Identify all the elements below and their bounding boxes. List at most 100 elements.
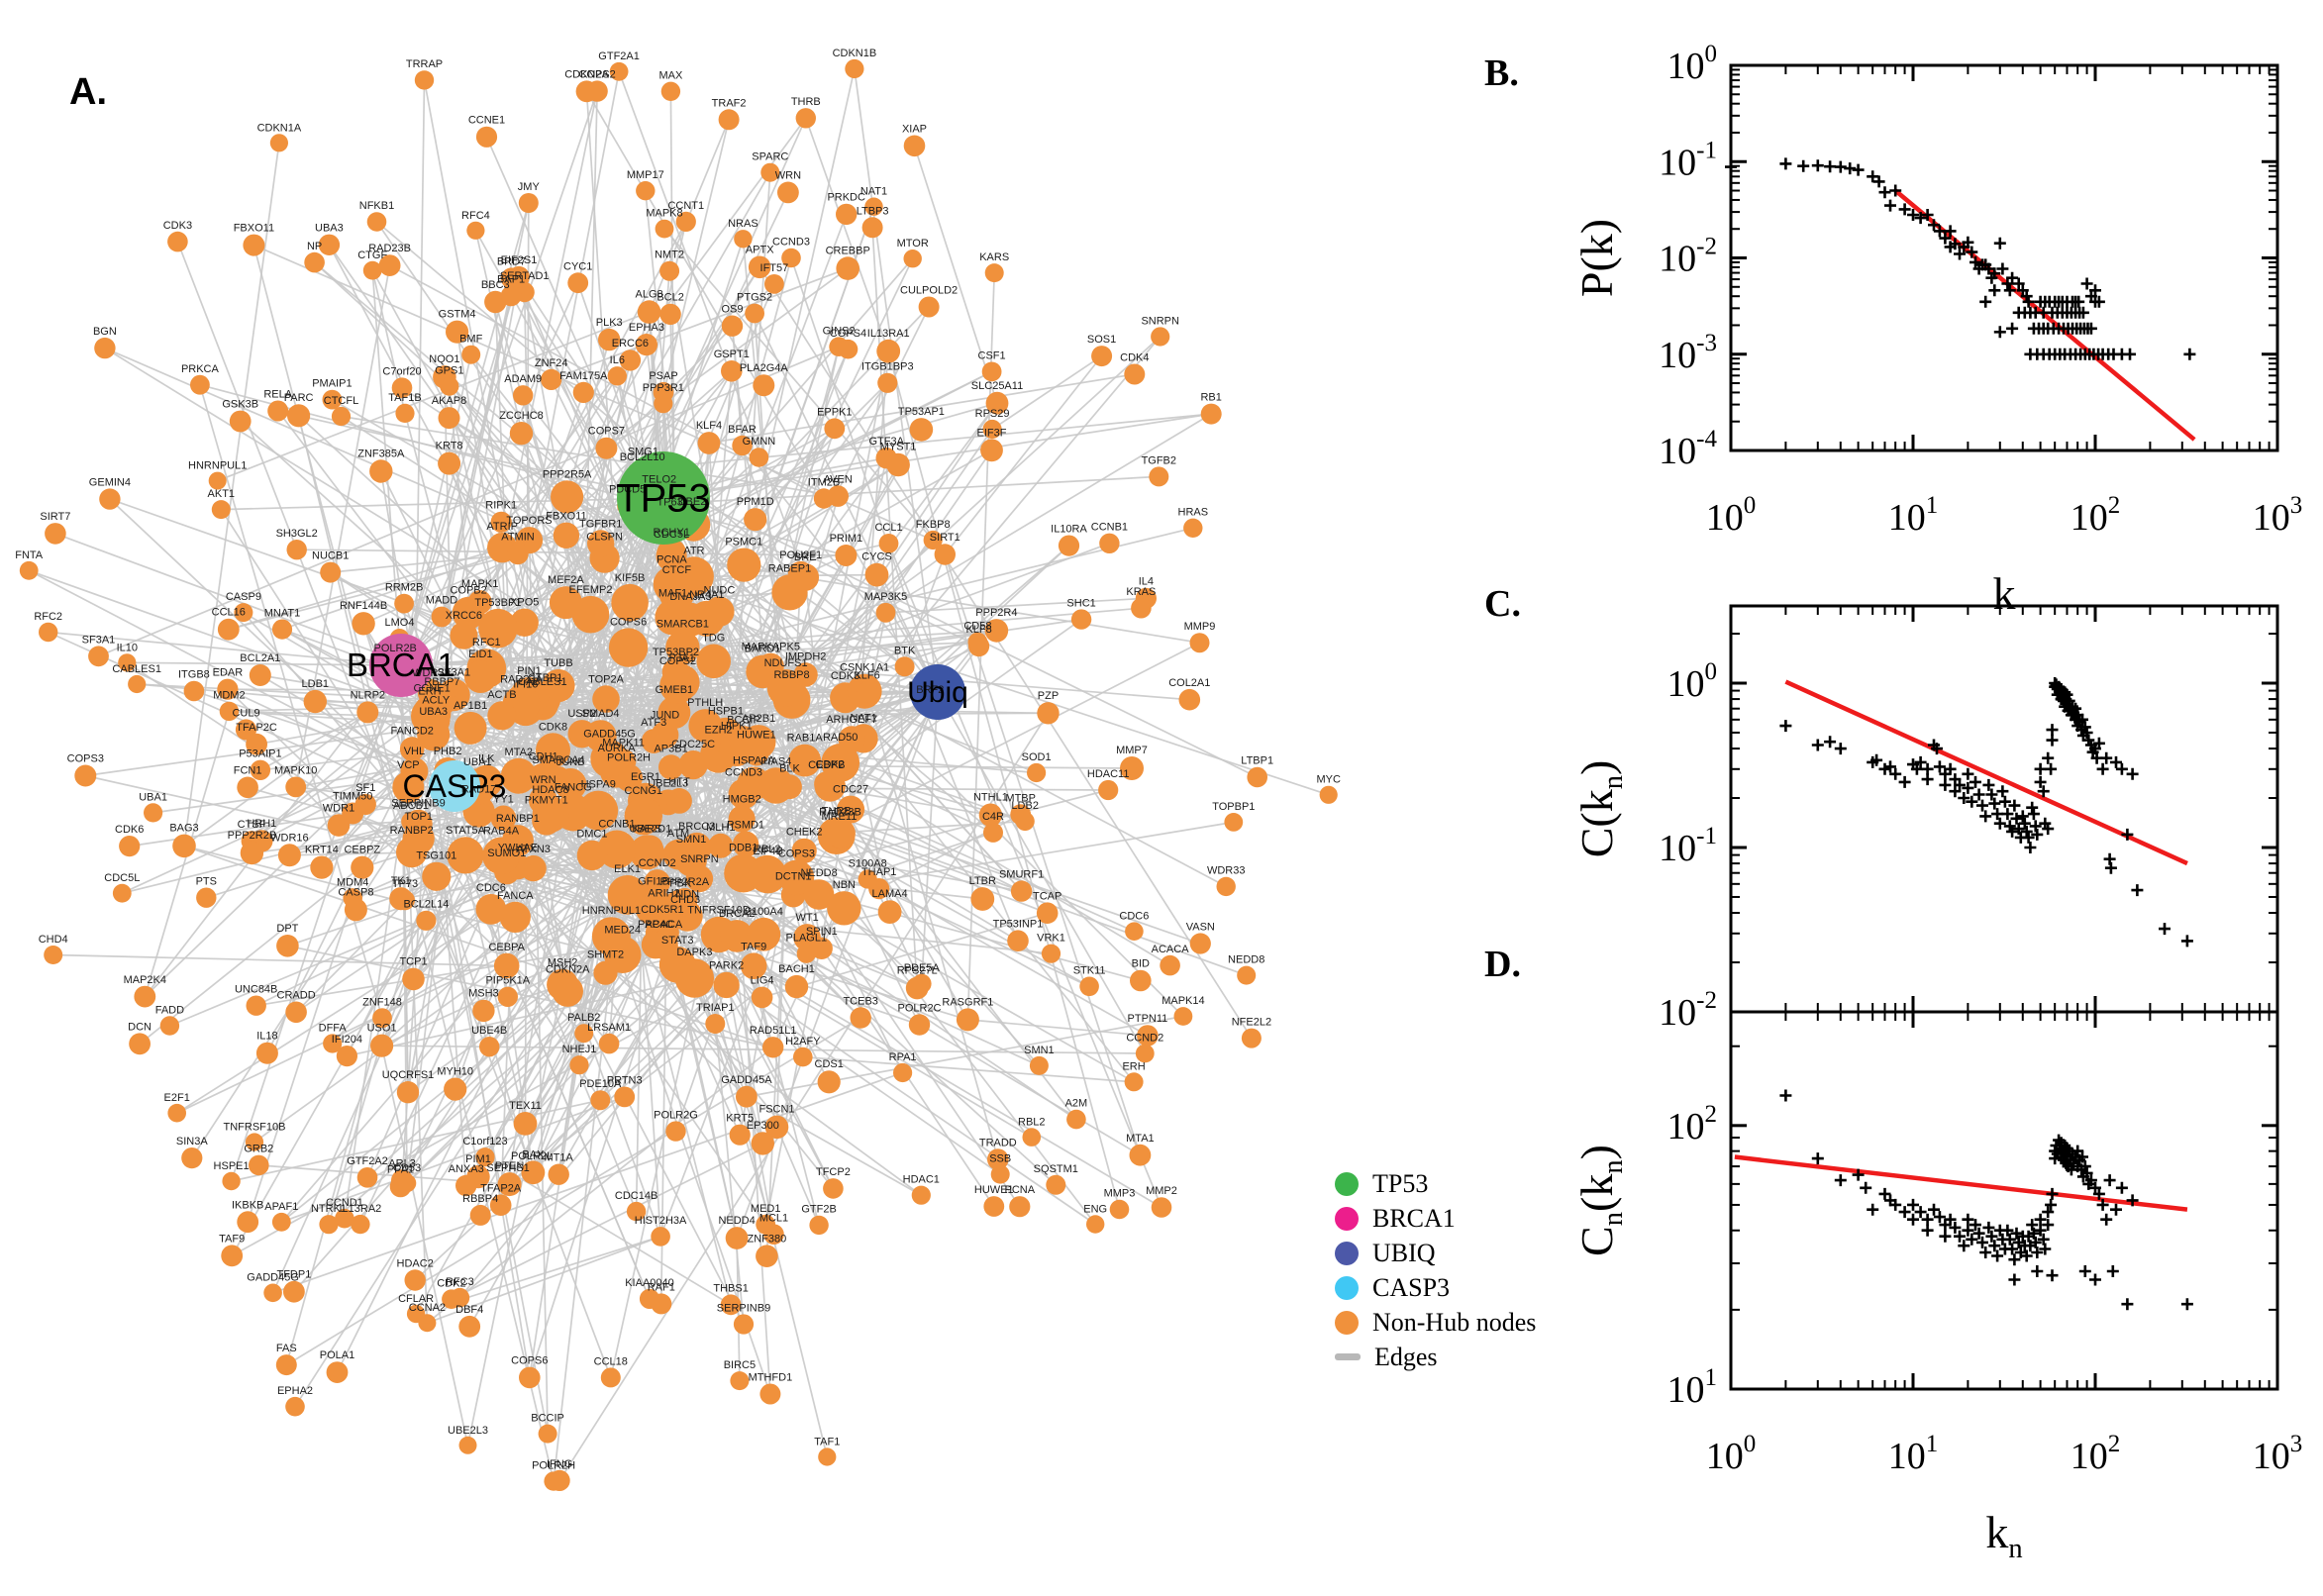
scatter-point [1988,284,2001,297]
scatter-point [2008,1273,2021,1286]
non-hub-node [463,660,497,693]
scatter-point [2031,1265,2044,1277]
non-hub-node [661,657,690,686]
scatter-point [1939,1230,1952,1243]
network-edge [231,937,808,1257]
network-edge [298,414,664,499]
non-hub-node [672,905,698,931]
non-hub-node [286,540,307,560]
network-edge [127,661,402,666]
non-hub-node [490,511,512,533]
non-hub-node [513,1112,538,1136]
panel-b-label: B. [1484,52,1519,94]
tp53-dot-icon [1335,1171,1359,1196]
non-hub-node [303,689,327,714]
non-hub-node [824,418,846,440]
network-edge [379,470,531,1378]
non-hub-node [356,701,379,724]
non-hub-node [681,832,712,863]
network-edge [297,415,555,1482]
non-hub-node [607,366,627,386]
non-hub-node [763,1224,784,1245]
non-hub-node [893,1062,913,1083]
non-hub-node [246,995,266,1016]
non-hub-node [507,543,529,565]
scatter-points [1779,1089,2193,1311]
tick-label: 100 [1706,1431,1757,1477]
non-hub-node [1070,609,1092,630]
non-hub-node [725,1227,749,1249]
network-edge [887,350,1121,1210]
tick-label: 102 [1667,1101,1718,1147]
non-hub-node [878,534,899,553]
non-hub-node [659,303,681,326]
legend-label: TP53 [1372,1168,1429,1198]
scatter-point [1939,778,1952,791]
scatter-point [1860,1181,1872,1194]
scatter-point [2003,284,2016,297]
non-hub-node [875,602,896,623]
non-hub-node [728,805,756,833]
non-hub-node [482,837,520,875]
non-hub-node [713,971,740,999]
non-hub-node [732,831,759,857]
tick-label: 100 [1667,41,1718,87]
panel-a-label: A. [69,71,107,113]
legend-item-brca1: BRCA1 [1335,1204,1536,1233]
non-hub-node [658,754,684,780]
network-edge [176,881,658,1114]
non-hub-node [809,1215,829,1236]
scatter-point [1898,203,1911,216]
non-hub-node [412,694,452,734]
non-hub-node [255,1042,278,1064]
network-edge [183,143,280,847]
non-hub-node [574,1024,594,1044]
network-edge [565,339,611,498]
scatter-point [2183,348,2196,360]
tick-label: 102 [2070,1431,2121,1477]
network-edge [708,373,1135,445]
non-hub-node [611,583,649,622]
non-hub-node [217,678,239,700]
network-edge [618,71,806,578]
scatter-point [2115,1181,2128,1194]
non-hub-node [983,822,1003,843]
network-edge [682,607,1142,648]
tick-label: 100 [1706,492,1757,539]
non-hub-node [490,805,517,832]
tick-label: 10-1 [1659,137,1717,183]
network-edge [761,912,1048,999]
network-edge [499,953,624,1206]
non-hub-node [826,823,852,848]
scatter-point [1991,1249,2004,1262]
non-hub-node [536,733,570,768]
non-hub-node [984,619,1009,643]
scatter-point [1921,773,1934,786]
network-edge [341,415,839,497]
non-hub-node [172,834,196,858]
network-edge [52,953,507,967]
non-hub-node [592,685,620,713]
non-hub-node [401,812,421,832]
legend-item-nonhub: Non-Hub nodes [1335,1308,1536,1337]
scatter-point [2096,762,2109,775]
network-edge [410,851,612,1378]
non-hub-node [444,1077,467,1101]
network-edge [775,1127,820,1226]
non-hub-node [399,737,425,761]
non-hub-node [285,776,307,798]
non-hub-node [271,619,293,640]
network-edge [227,688,939,693]
network-edge [406,785,455,1184]
network-edge [48,631,628,896]
scatter-point [2027,808,2040,821]
non-hub-node [934,544,956,565]
network-edge [277,410,482,678]
network-edge [662,413,1212,499]
network-edge [404,413,465,637]
non-hub-node [541,368,562,390]
non-hub-node [576,840,608,871]
network-edge [255,867,534,1007]
scatter-point [1972,788,1985,801]
scatter-point [1962,767,1974,780]
